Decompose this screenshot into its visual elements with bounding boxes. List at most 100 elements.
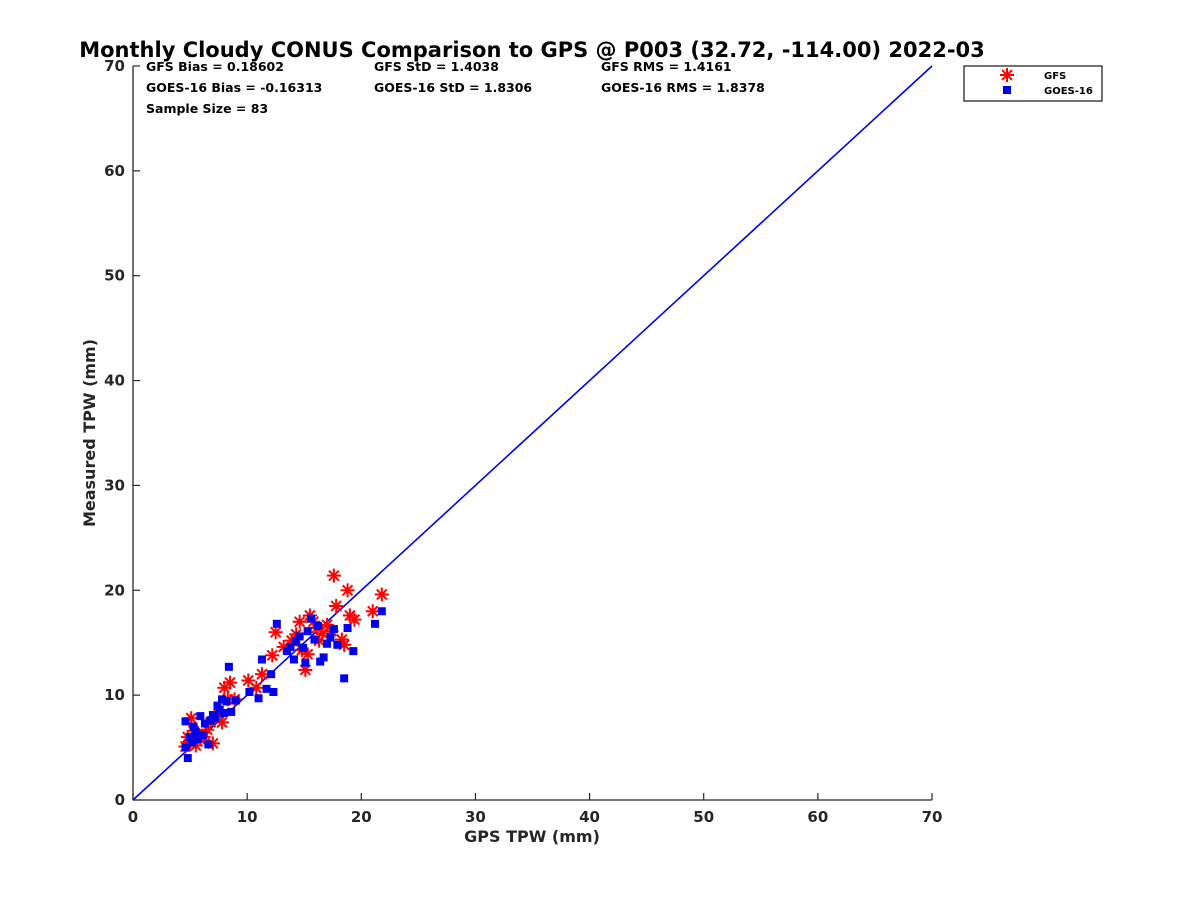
gfs-point	[315, 626, 330, 641]
goes16-point	[213, 701, 222, 710]
goes16-point	[218, 695, 227, 704]
legend-box	[963, 65, 1103, 102]
y-tick-label: 60	[104, 162, 125, 180]
gfs-point	[340, 583, 355, 598]
goes16-point	[224, 662, 233, 671]
goes16-point	[204, 740, 213, 749]
gfs-point	[329, 599, 344, 614]
goes16-point	[343, 624, 352, 633]
gfs-point	[249, 680, 264, 695]
goes16-point	[186, 733, 195, 742]
goes16-point	[211, 714, 220, 723]
goes16-point	[196, 712, 205, 721]
goes16-point	[303, 627, 312, 636]
y-axis-label: Measured TPW (mm)	[80, 339, 99, 527]
goes16-point	[283, 647, 292, 656]
goes16-point	[189, 722, 198, 731]
gfs-point	[292, 614, 307, 629]
x-tick-label: 0	[128, 808, 138, 826]
x-tick-label: 30	[465, 808, 486, 826]
gfs-point	[365, 604, 380, 619]
goes16-point	[194, 735, 203, 744]
goes16-point	[200, 719, 209, 728]
chart-title: Monthly Cloudy CONUS Comparison to GPS @…	[79, 38, 985, 62]
y-tick-label: 0	[115, 791, 125, 809]
stat-sample-size: Sample Size = 83	[146, 101, 268, 116]
x-tick-label: 70	[922, 808, 943, 826]
goes16-point	[215, 705, 224, 714]
legend-gfs-asterisk	[1000, 68, 1014, 82]
goes16-point	[227, 707, 236, 716]
x-tick-label: 40	[579, 808, 600, 826]
x-tick-label: 60	[807, 808, 828, 826]
goes16-point	[231, 696, 240, 705]
stat-gfs-bias: GFS Bias = 0.18602	[146, 59, 284, 74]
goes16-point	[267, 670, 276, 679]
legend-goes16-square	[1003, 86, 1011, 94]
gfs-point	[268, 625, 283, 640]
y-tick-label: 50	[104, 267, 125, 285]
goes16-point	[183, 754, 192, 763]
goes16-point	[299, 643, 308, 652]
goes16-point	[257, 655, 266, 664]
goes16-point	[326, 633, 335, 642]
goes16-point	[206, 716, 215, 725]
goes16-point	[289, 655, 298, 664]
goes16-point	[272, 619, 281, 628]
goes16-point	[333, 640, 342, 649]
legend-goes16-marker	[1003, 86, 1011, 94]
goes16-point	[329, 625, 338, 634]
goes16-point	[349, 647, 358, 656]
stat-gfs-rms: GFS RMS = 1.4161	[601, 59, 732, 74]
goes16-point	[310, 635, 319, 644]
series-goes16	[181, 607, 386, 763]
goes16-point	[295, 632, 304, 641]
stats-block: GFS Bias = 0.18602 GFS StD = 1.4038 GFS …	[146, 59, 765, 116]
y-tick-label: 70	[104, 57, 125, 75]
y-tick-label: 40	[104, 372, 125, 390]
goes16-point	[220, 708, 229, 717]
goes16-point	[323, 639, 332, 648]
x-tick-label: 50	[693, 808, 714, 826]
goes16-point	[313, 621, 322, 630]
stat-goes16-rms: GOES-16 RMS = 1.8378	[601, 80, 765, 95]
gfs-point	[347, 612, 362, 627]
legend-goes16-label: GOES-16	[1044, 86, 1093, 97]
y-tick-label: 20	[104, 581, 125, 599]
goes16-point	[245, 687, 254, 696]
goes16-point	[292, 637, 301, 646]
goes16-point	[191, 727, 200, 736]
goes16-point	[198, 730, 207, 739]
gfs-point	[326, 568, 341, 583]
stat-gfs-std: GFS StD = 1.4038	[374, 59, 499, 74]
goes16-point	[377, 607, 386, 616]
goes16-point	[370, 619, 379, 628]
x-tick-label: 10	[237, 808, 258, 826]
gfs-point	[254, 667, 269, 682]
plot-area	[132, 65, 933, 801]
x-tick-label: 20	[351, 808, 372, 826]
goes16-point	[316, 657, 325, 666]
gfs-point	[374, 587, 389, 602]
gfs-point	[223, 675, 238, 690]
stat-goes16-bias: GOES-16 Bias = -0.16313	[146, 80, 322, 95]
goes16-point	[269, 687, 278, 696]
x-axis-label: GPS TPW (mm)	[464, 827, 600, 846]
goes16-point	[307, 614, 316, 623]
goes16-point	[301, 658, 310, 667]
legend: GFS GOES-16	[963, 65, 1103, 102]
goes16-point	[222, 697, 231, 706]
axes: 0 10 20 30 40 50 60 70 0 10 20 30 40 50 60 70	[104, 57, 942, 826]
gfs-point	[265, 648, 280, 663]
goes16-point	[181, 743, 190, 752]
y-tick-label: 10	[104, 686, 125, 704]
stat-goes16-std: GOES-16 StD = 1.8306	[374, 80, 532, 95]
goes16-point	[262, 684, 271, 693]
goes16-point	[188, 738, 197, 747]
legend-gfs-label: GFS	[1044, 71, 1066, 82]
goes16-point	[319, 653, 328, 662]
goes16-point	[340, 674, 349, 683]
goes16-point	[181, 717, 190, 726]
